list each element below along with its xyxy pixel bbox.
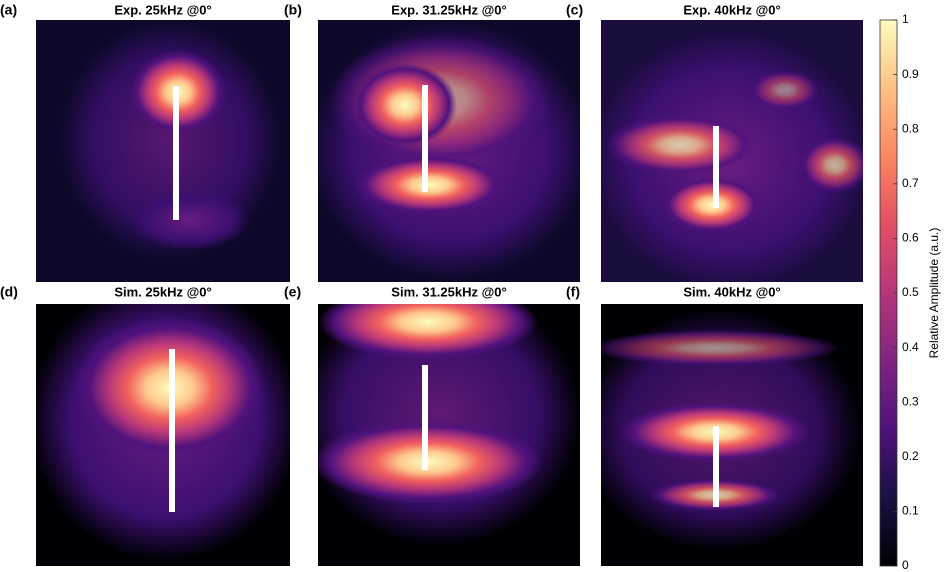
panel-label: (b) xyxy=(284,2,302,18)
colorbar-tick-label: 1 xyxy=(902,12,909,26)
panel-title: Exp. 25kHz @0° xyxy=(114,2,211,17)
panel-title: Sim. 25kHz @0° xyxy=(114,284,211,299)
panel-label: (d) xyxy=(0,284,18,300)
panel-title: Sim. 40kHz @0° xyxy=(683,284,780,299)
colorbar-label: Relative Amplitude (a.u.) xyxy=(927,228,941,359)
panel-e xyxy=(318,304,580,566)
colorbar-tick-label: 0.1 xyxy=(902,504,919,518)
panel-d xyxy=(36,304,290,566)
panel-f xyxy=(601,304,863,566)
panel-label: (f) xyxy=(566,284,580,300)
panel-c xyxy=(601,20,863,282)
panel-label: (a) xyxy=(0,2,17,18)
panel-title: Exp. 40kHz @0° xyxy=(683,2,780,17)
colorbar-tick-label: 0.7 xyxy=(902,176,919,190)
panel-label: (e) xyxy=(284,284,301,300)
panel-title: Sim. 31.25kHz @0° xyxy=(391,284,506,299)
panel-label: (c) xyxy=(566,2,583,18)
panel-a xyxy=(36,20,290,282)
colorbar-tick-label: 0.4 xyxy=(902,340,919,354)
colorbar-tick-label: 0.3 xyxy=(902,394,919,408)
colorbar-tick-label: 0 xyxy=(902,558,909,572)
colorbar-tick-label: 0.6 xyxy=(902,231,919,245)
panel-title: Exp. 31.25kHz @0° xyxy=(391,2,506,17)
panel-b xyxy=(318,20,580,282)
colorbar-tick-label: 0.5 xyxy=(902,285,919,299)
colorbar-tick-label: 0.2 xyxy=(902,449,919,463)
colorbar-tick-label: 0.8 xyxy=(902,121,919,135)
colorbar-tick-label: 0.9 xyxy=(902,67,919,81)
